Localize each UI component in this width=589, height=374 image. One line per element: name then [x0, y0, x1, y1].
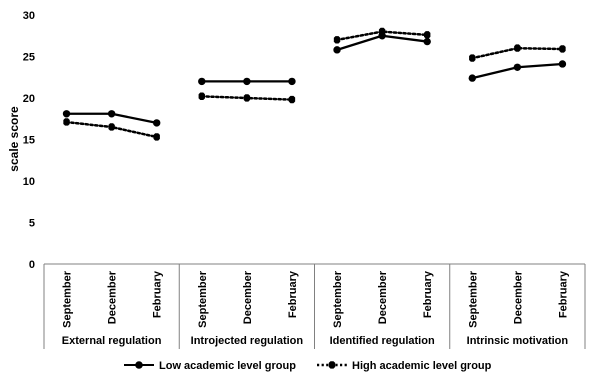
plot-area	[62, 27, 567, 141]
x-tick-label: February	[152, 270, 164, 318]
data-point-low	[107, 110, 116, 118]
data-point-low	[198, 77, 206, 86]
legend-marker-low	[135, 361, 143, 369]
data-point-high	[153, 133, 160, 141]
y-tick-label: 0	[29, 259, 35, 271]
group-label: External regulation	[62, 335, 162, 347]
y-axis-ticks: 0 5 10 15 20 25 30	[23, 10, 35, 271]
x-tick-label: September	[332, 270, 344, 328]
x-tick-label: February	[287, 270, 299, 318]
y-tick-label: 20	[23, 93, 35, 105]
data-point-high	[333, 36, 341, 44]
x-axis-categories: September December February External regula…	[43, 263, 586, 349]
data-point-high	[378, 27, 386, 36]
x-tick-label: December	[107, 270, 119, 324]
y-tick-label: 25	[23, 52, 35, 64]
data-point-high	[63, 118, 70, 126]
x-tick-label: September	[197, 270, 209, 328]
legend-label-high: High academic level group	[352, 360, 492, 372]
y-axis-label: scale score	[7, 106, 21, 172]
data-point-high	[424, 31, 431, 39]
legend: Low academic level group High academic l…	[124, 360, 492, 372]
data-point-high	[243, 94, 251, 102]
data-point-high	[198, 92, 205, 100]
x-tick-label: September	[62, 270, 74, 328]
x-tick-label: December	[512, 270, 524, 324]
data-point-low	[468, 74, 476, 82]
y-tick-label: 5	[29, 218, 35, 230]
data-point-high	[288, 95, 296, 104]
group-label: Introjected regulation	[191, 335, 304, 347]
data-point-high	[559, 45, 566, 53]
data-point-high	[514, 44, 521, 52]
data-point-low	[513, 63, 522, 71]
data-point-low	[243, 77, 251, 86]
data-point-low	[153, 119, 161, 127]
legend-label-low: Low academic level group	[159, 360, 296, 372]
data-point-low	[62, 110, 71, 118]
y-tick-label: 30	[23, 10, 35, 22]
group-label: Identified regulation	[330, 335, 435, 347]
data-point-low	[288, 77, 296, 86]
y-tick-label: 15	[23, 135, 35, 147]
x-tick-label: September	[467, 270, 479, 328]
x-tick-label: December	[242, 270, 254, 324]
x-tick-label: December	[377, 270, 389, 324]
data-point-high	[469, 54, 476, 62]
data-point-low	[333, 46, 341, 54]
data-point-low	[558, 60, 567, 68]
data-point-high	[108, 123, 115, 131]
x-tick-label: February	[557, 270, 569, 318]
x-tick-label: February	[422, 270, 434, 318]
y-tick-label: 10	[23, 176, 35, 188]
legend-marker-high	[328, 361, 336, 369]
group-label: Intrinsic motivation	[467, 335, 569, 347]
data-point-low	[423, 37, 431, 46]
y-axis-title: scale score	[7, 106, 21, 172]
